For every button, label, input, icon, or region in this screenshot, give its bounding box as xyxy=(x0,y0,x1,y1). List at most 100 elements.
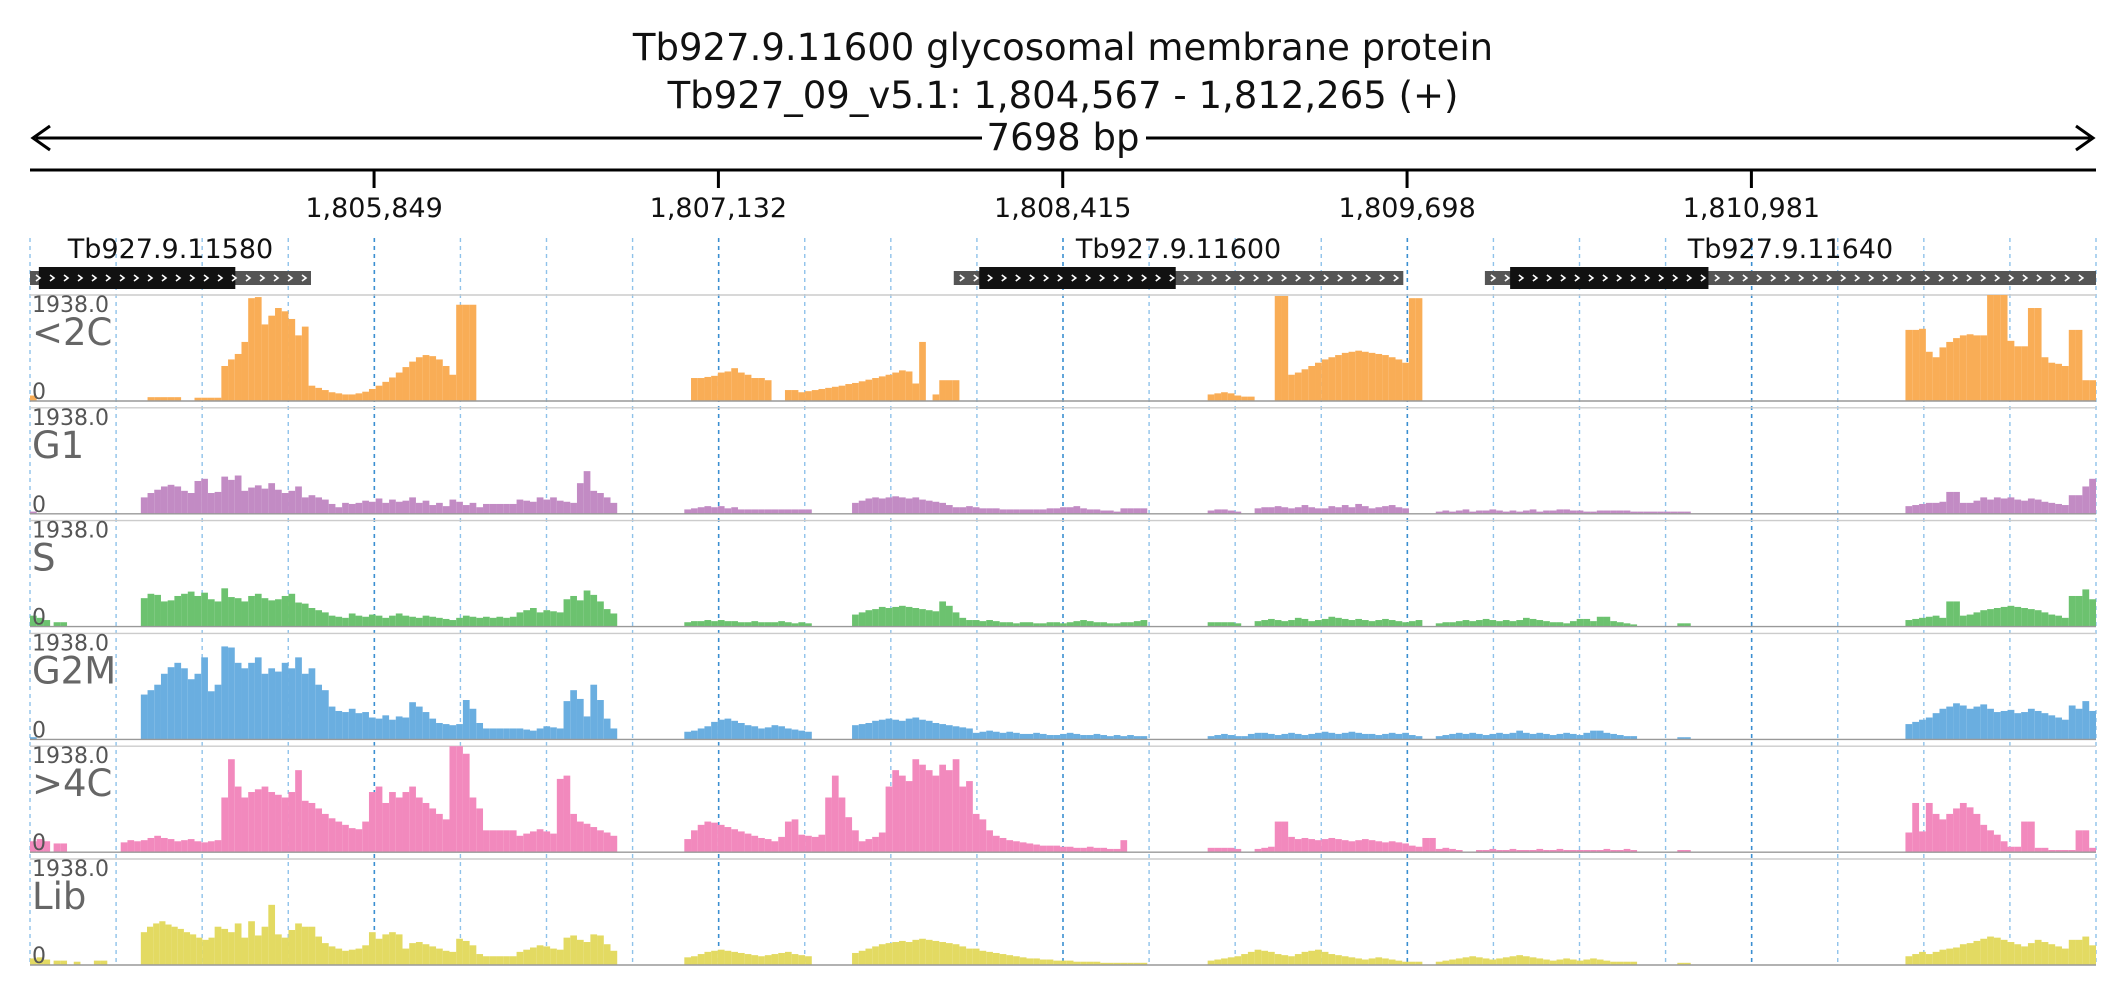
coverage-bar xyxy=(1536,511,1544,514)
coverage-bar xyxy=(1281,733,1289,740)
coverage-bar xyxy=(1053,960,1061,965)
span-length-label: 7698 bp xyxy=(987,116,1140,159)
coverage-bar xyxy=(731,621,738,627)
coverage-bar xyxy=(1482,850,1490,853)
coverage-bar xyxy=(1422,837,1430,853)
coverage-bar xyxy=(2000,606,2008,627)
coverage-bar xyxy=(939,380,946,401)
span-arrow-right xyxy=(2075,124,2096,152)
coverage-bar xyxy=(295,335,302,401)
coverage-bar xyxy=(154,835,161,853)
coverage-bar xyxy=(167,667,175,740)
coverage-bar xyxy=(201,592,208,627)
coverage-bar xyxy=(932,775,940,853)
coverage-bar xyxy=(603,609,611,627)
coverage-bar xyxy=(764,727,772,740)
coverage-bar xyxy=(932,611,940,627)
coverage-bar xyxy=(483,503,490,514)
coverage-bar xyxy=(1308,621,1316,627)
coverage-bar xyxy=(697,621,705,627)
coverage-bar xyxy=(597,601,604,627)
coverage-bar xyxy=(550,497,557,514)
coverage-bar xyxy=(1019,957,1027,965)
track-max-label: 1938.0 xyxy=(32,519,109,544)
coverage-bar xyxy=(281,493,289,514)
coverage-bar xyxy=(771,725,779,740)
coverage-bar xyxy=(234,353,242,401)
coverage-bar xyxy=(2089,847,2096,853)
coverage-bar xyxy=(1919,719,1926,740)
coverage-bar xyxy=(2082,936,2090,965)
coverage-bar xyxy=(1355,350,1362,401)
coverage-bar xyxy=(1987,708,1994,740)
coverage-bar xyxy=(1294,733,1302,740)
coverage-bar xyxy=(2048,850,2056,853)
coverage-bar xyxy=(275,934,282,965)
coverage-bar xyxy=(422,944,430,965)
coverage-bar xyxy=(503,728,510,740)
coverage-bar xyxy=(1395,507,1403,514)
gene-cds xyxy=(1510,267,1709,289)
coverage-bar xyxy=(838,797,846,853)
coverage-bar xyxy=(415,797,423,853)
coverage-bar xyxy=(1549,622,1557,627)
coverage-bar xyxy=(744,725,752,740)
coverage-bar xyxy=(395,372,403,401)
strand-chevron xyxy=(1896,274,1903,282)
coverage-bar xyxy=(2061,719,2069,740)
coverage-bar xyxy=(2061,948,2069,965)
coverage-bar xyxy=(476,808,484,853)
strand-chevron xyxy=(1029,274,1036,282)
coverage-bar xyxy=(2089,945,2096,965)
coverage-bar xyxy=(784,390,792,401)
coverage-bar xyxy=(1086,961,1094,965)
coverage-bar xyxy=(2075,495,2083,514)
coverage-bar xyxy=(550,948,557,965)
coverage-bar xyxy=(1980,704,1988,740)
coverage-bar xyxy=(167,839,175,853)
coverage-bar xyxy=(134,841,141,853)
coverage-bar xyxy=(1060,733,1067,740)
coverage-bar xyxy=(1395,960,1403,965)
coverage-bar xyxy=(1073,506,1081,514)
title-gene: Tb927.9.11600 glycosomal membrane protei… xyxy=(632,26,1493,69)
coverage-bar xyxy=(1476,733,1483,740)
strand-chevron xyxy=(1756,274,1763,282)
coverage-bar xyxy=(919,764,926,853)
coverage-bar xyxy=(1502,733,1510,740)
coverage-bar xyxy=(1328,506,1336,514)
coverage-bar xyxy=(1502,957,1510,965)
coverage-bar xyxy=(1335,507,1342,514)
gene-label: Tb927.9.11600 xyxy=(1075,234,1281,265)
coverage-bar xyxy=(764,839,772,853)
coverage-bar xyxy=(932,501,940,514)
coverage-bar xyxy=(1603,848,1611,853)
coverage-bar xyxy=(899,370,906,401)
coverage-bar xyxy=(1046,508,1054,514)
coverage-bar xyxy=(1980,938,1988,965)
strand-chevron xyxy=(2050,274,2057,282)
coverage-bar xyxy=(127,840,135,853)
coverage-bar xyxy=(724,827,732,853)
coverage-bar xyxy=(1993,295,2001,401)
coverage-bar xyxy=(342,824,349,853)
coverage-bar xyxy=(516,951,524,965)
coverage-bar xyxy=(1536,848,1544,853)
coverage-bar xyxy=(744,833,752,853)
coverage-bar xyxy=(1953,338,1960,401)
coverage-bar xyxy=(1569,733,1577,740)
coverage-bar xyxy=(932,394,940,401)
coverage-bar xyxy=(1549,735,1557,740)
coverage-bar xyxy=(2000,841,2008,853)
coverage-bar xyxy=(2021,946,2028,965)
coverage-bar xyxy=(442,365,450,401)
coverage-bar xyxy=(1482,958,1490,965)
strand-chevron xyxy=(161,274,168,282)
coverage-bar xyxy=(885,718,893,740)
coverage-bar xyxy=(43,959,51,965)
coverage-bar xyxy=(1677,623,1685,627)
coverage-bar xyxy=(1227,510,1235,514)
track-max-label: 1938.0 xyxy=(32,857,109,882)
coverage-bar xyxy=(449,725,457,740)
coverage-bar xyxy=(1133,621,1141,627)
